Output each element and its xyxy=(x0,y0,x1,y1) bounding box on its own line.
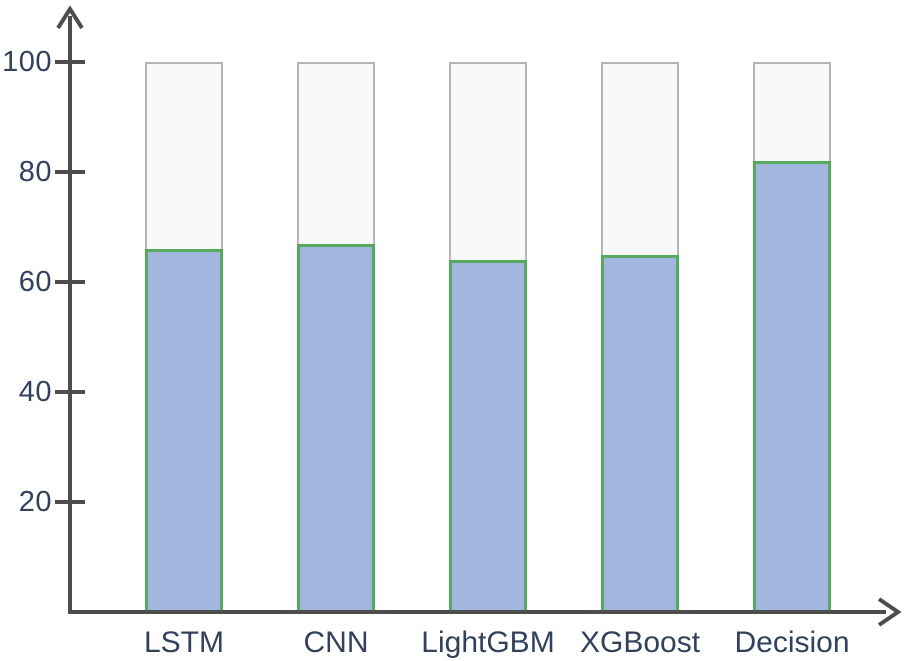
y-axis-tick-label: 100 xyxy=(2,46,52,78)
y-axis-tick-label: 60 xyxy=(18,266,52,298)
x-axis-label-decision: Decision xyxy=(734,626,850,659)
y-axis-tick-label: 40 xyxy=(18,376,52,408)
x-axis-label-cnn: CNN xyxy=(303,626,369,659)
y-axis-tick-label: 20 xyxy=(18,486,52,518)
bar-lstm xyxy=(145,249,223,614)
bar-decision xyxy=(753,161,831,614)
bar-xgboost xyxy=(601,254,679,614)
x-axis-label-lstm: LSTM xyxy=(143,626,224,659)
y-axis-tick-label: 80 xyxy=(18,156,52,188)
x-axis-label-xgboost: XGBoost xyxy=(579,626,701,659)
bar-lightgbm xyxy=(449,260,527,614)
bar-cnn xyxy=(297,243,375,614)
x-axis-label-lightgbm: LightGBM xyxy=(421,626,555,659)
